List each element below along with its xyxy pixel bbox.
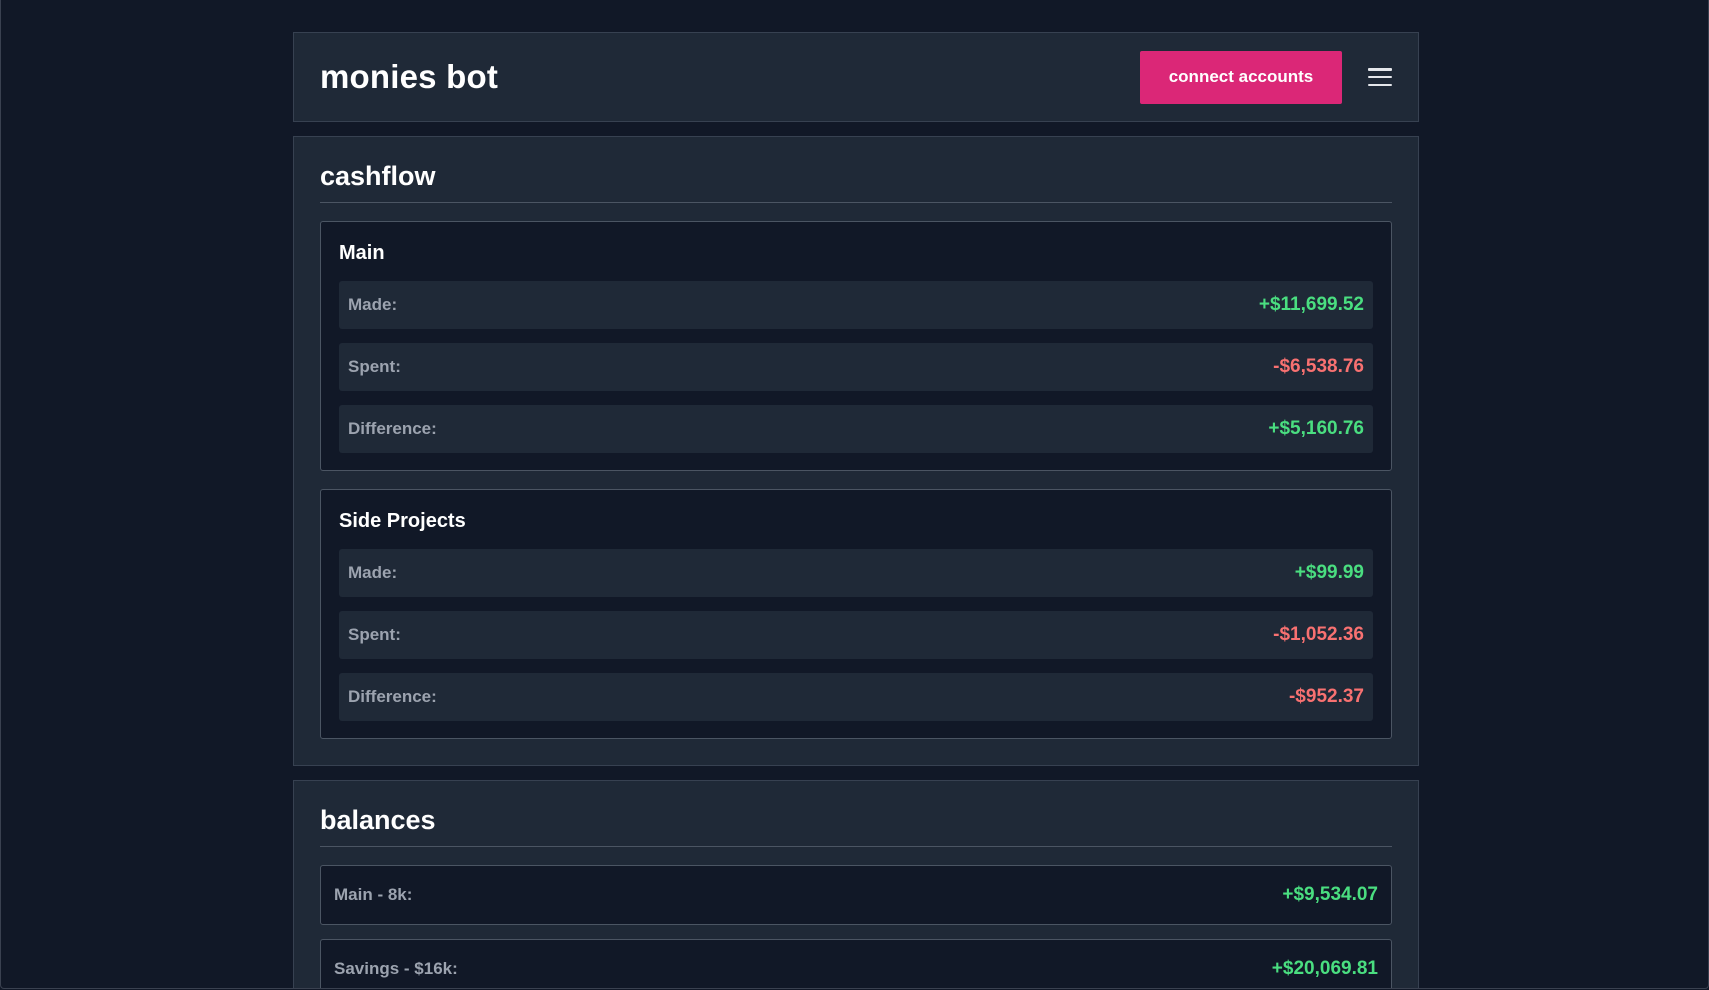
group-title: Main [339,242,385,264]
cashflow-title: cashflow [320,161,1392,203]
spent-row: Spent: -$6,538.76 [339,343,1373,391]
made-label: Made: [348,563,398,582]
spent-value: -$1,052.36 [1273,624,1364,645]
cashflow-group-main: Main Made: +$11,699.52 Spent: -$6,538.76… [320,221,1392,471]
menu-line [1368,83,1392,86]
difference-row: Difference: +$5,160.76 [339,405,1373,453]
balance-label: Main - 8k: [334,885,413,904]
cashflow-section: cashflow Main Made: +$11,699.52 Spent: -… [293,136,1419,766]
made-value: +$99.99 [1294,562,1364,583]
difference-label: Difference: [348,419,437,438]
made-row: Made: +$99.99 [339,549,1373,597]
group-title: Side Projects [339,510,466,532]
balance-value: +$9,534.07 [1282,884,1378,905]
spent-label: Spent: [348,357,401,376]
menu-line [1368,75,1392,79]
spent-row: Spent: -$1,052.36 [339,611,1373,659]
made-row: Made: +$11,699.52 [339,281,1373,329]
spent-label: Spent: [348,625,401,644]
page-container: monies bot connect accounts cashflow Mai… [293,32,1419,988]
hamburger-menu-icon[interactable] [1368,66,1392,88]
balance-item: Main - 8k: +$9,534.07 [320,865,1392,925]
balances-section: balances Main - 8k: +$9,534.07 Savings -… [293,780,1419,988]
connect-accounts-button[interactable]: connect accounts [1140,50,1342,104]
difference-row: Difference: -$952.37 [339,673,1373,721]
difference-value: -$952.37 [1288,686,1364,707]
balance-item: Savings - $16k: +$20,069.81 [320,939,1392,988]
made-label: Made: [348,295,398,314]
spent-value: -$6,538.76 [1273,356,1364,377]
made-value: +$11,699.52 [1258,294,1364,315]
menu-line [1368,68,1392,71]
cashflow-group-side-projects: Side Projects Made: +$99.99 Spent: -$1,0… [320,489,1392,739]
difference-value: +$5,160.76 [1268,418,1364,439]
app-header: monies bot connect accounts [293,32,1419,122]
app-title: monies bot [320,58,499,95]
header-actions: connect accounts [1140,50,1392,104]
difference-label: Difference: [348,687,437,706]
balance-value: +$20,069.81 [1271,958,1378,979]
balance-label: Savings - $16k: [334,959,458,978]
balances-title: balances [320,805,1392,847]
